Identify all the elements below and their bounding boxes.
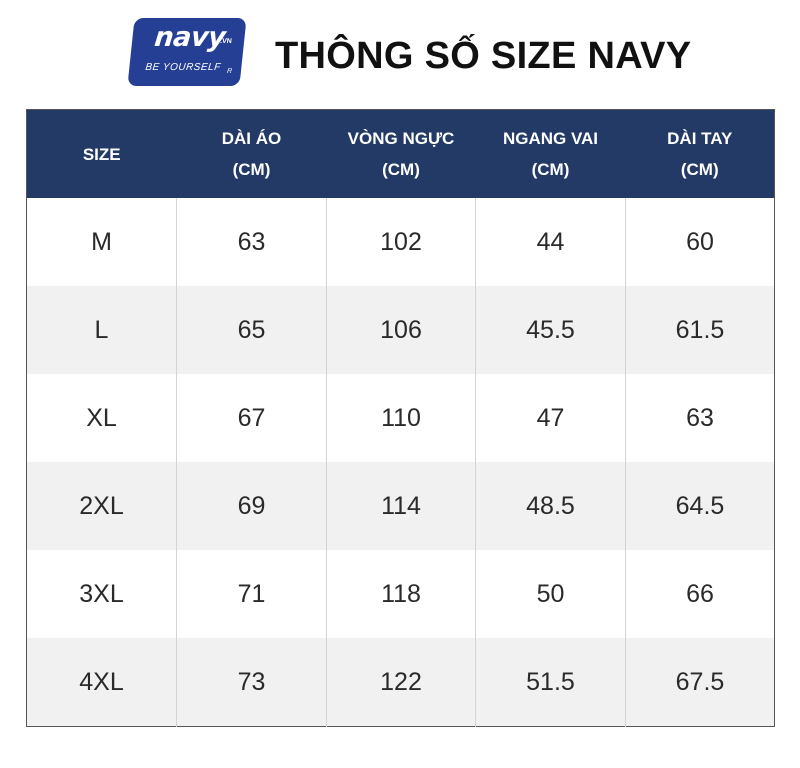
header-size-label: SIZE bbox=[82, 144, 121, 164]
shoulder-cell: 47 bbox=[475, 374, 626, 462]
header-shoulder-unit: (CM) bbox=[531, 160, 570, 179]
chest-cell: 114 bbox=[326, 462, 476, 550]
table-body: M 63 102 44 60 L 65 106 45.5 61.5 XL 67 … bbox=[26, 198, 775, 727]
size-cell: 2XL bbox=[26, 462, 177, 550]
sleeve-cell: 63 bbox=[625, 374, 775, 462]
shoulder-cell: 44 bbox=[475, 198, 626, 286]
chest-cell: 110 bbox=[326, 374, 476, 462]
header-length-label: DÀI ÁO bbox=[221, 129, 282, 148]
size-cell: 3XL bbox=[26, 550, 177, 638]
shoulder-cell: 45.5 bbox=[475, 286, 626, 374]
length-cell: 65 bbox=[176, 286, 327, 374]
size-chart-table: SIZE DÀI ÁO (CM) VÒNG NGỰC (CM) NGANG VA… bbox=[26, 109, 775, 727]
header-size: SIZE bbox=[26, 109, 177, 198]
sleeve-cell: 64.5 bbox=[625, 462, 775, 550]
table-row: 3XL 71 118 50 66 bbox=[26, 550, 775, 638]
logo-domain-suffix: .VN bbox=[219, 38, 233, 45]
chest-cell: 106 bbox=[326, 286, 476, 374]
length-cell: 69 bbox=[176, 462, 327, 550]
size-cell: 4XL bbox=[26, 638, 177, 727]
chest-cell: 122 bbox=[326, 638, 476, 727]
length-cell: 71 bbox=[176, 550, 327, 638]
chest-cell: 102 bbox=[326, 198, 476, 286]
table-row: XL 67 110 47 63 bbox=[26, 374, 775, 462]
sleeve-cell: 67.5 bbox=[625, 638, 775, 727]
sleeve-cell: 60 bbox=[625, 198, 775, 286]
sleeve-cell: 61.5 bbox=[625, 286, 775, 374]
header-shoulder-label: NGANG VAI bbox=[502, 129, 599, 148]
header-length: DÀI ÁO (CM) bbox=[176, 109, 327, 198]
shoulder-cell: 50 bbox=[475, 550, 626, 638]
header-chest-unit: (CM) bbox=[382, 160, 420, 179]
navy-logo: navy .VN BE YOURSELF R bbox=[127, 18, 247, 86]
length-cell: 73 bbox=[176, 638, 327, 727]
logo-tagline: BE YOURSELF bbox=[144, 62, 222, 73]
size-cell: XL bbox=[26, 374, 177, 462]
logo-wordmark: navy bbox=[152, 22, 227, 53]
header-chest-label: VÒNG NGỰC bbox=[347, 129, 455, 148]
size-cell: M bbox=[26, 198, 177, 286]
size-cell: L bbox=[26, 286, 177, 374]
length-cell: 67 bbox=[176, 374, 327, 462]
page-title: THÔNG SỐ SIZE NAVY bbox=[275, 35, 692, 77]
table-row: 2XL 69 114 48.5 64.5 bbox=[26, 462, 775, 550]
registered-mark: R bbox=[226, 68, 233, 75]
length-cell: 63 bbox=[176, 198, 327, 286]
shoulder-cell: 51.5 bbox=[475, 638, 626, 727]
table-row: L 65 106 45.5 61.5 bbox=[26, 286, 775, 374]
table-row: M 63 102 44 60 bbox=[26, 198, 775, 286]
table-row: 4XL 73 122 51.5 67.5 bbox=[26, 638, 775, 727]
shoulder-cell: 48.5 bbox=[475, 462, 626, 550]
header-sleeve: DÀI TAY (CM) bbox=[625, 109, 775, 198]
header-row: SIZE DÀI ÁO (CM) VÒNG NGỰC (CM) NGANG VA… bbox=[26, 109, 775, 198]
chest-cell: 118 bbox=[326, 550, 476, 638]
header-sleeve-label: DÀI TAY bbox=[667, 129, 733, 148]
table-header: SIZE DÀI ÁO (CM) VÒNG NGỰC (CM) NGANG VA… bbox=[26, 109, 775, 198]
header-shoulder: NGANG VAI (CM) bbox=[475, 109, 626, 198]
sleeve-cell: 66 bbox=[625, 550, 775, 638]
header-sleeve-unit: (CM) bbox=[680, 160, 719, 179]
header-chest: VÒNG NGỰC (CM) bbox=[326, 109, 476, 198]
header-length-unit: (CM) bbox=[232, 160, 271, 179]
